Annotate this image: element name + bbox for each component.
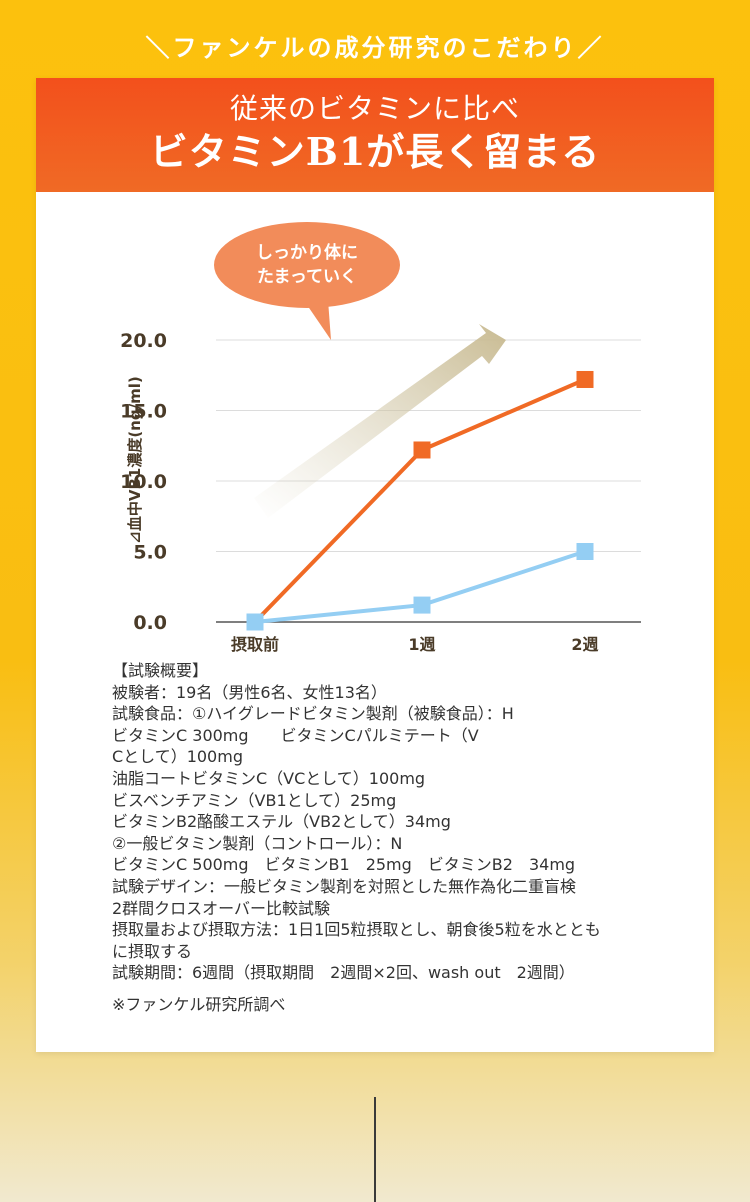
callout-bubble: しっかり体に たまっていく	[214, 222, 400, 308]
y-axis-label: ⊿血中VB1濃度(ng/ml)	[126, 376, 144, 543]
y-tick-label: 15.0	[120, 401, 167, 423]
headline-line1: 従来のビタミンに比べ	[229, 92, 520, 125]
source-note: ※ファンケル研究所調べ	[112, 994, 286, 1014]
data-point	[246, 613, 264, 631]
y-tick-label: 20.0	[120, 330, 167, 352]
upward-trend-arrow	[254, 324, 506, 518]
detail-line: ビタミンB2酪酸エステル（VB2として）34mg	[112, 812, 451, 832]
detail-line: 油脂コートビタミンC（VCとして）100mg	[112, 768, 426, 788]
data-point	[413, 441, 431, 459]
y-tick-label: 0.0	[133, 612, 167, 634]
x-tick-label: 2週	[571, 635, 598, 652]
detail-line: 【試験概要】	[112, 661, 209, 680]
data-point	[576, 543, 594, 560]
detail-line: 試験食品：①ハイグレードビタミン製剤（被験食品）：H	[112, 704, 514, 724]
section-heading: ＼ファンケルの成分研究のこだわり／	[145, 34, 605, 62]
detail-line: ビスベンチアミン（VB1として）25mg	[112, 790, 397, 810]
detail-line: に摂取する	[112, 941, 193, 961]
detail-line: Cとして）100mg	[112, 747, 243, 767]
detail-line: ビタミンC 300mg ビタミンCパルミテート（V	[112, 725, 479, 745]
detail-line: 2群間クロスオーバー比較試験	[112, 898, 331, 918]
detail-line: 摂取量および摂取方法：1日1回5粒摂取とし、朝食後5粒を水ととも	[112, 920, 601, 940]
y-tick-label: 5.0	[133, 542, 167, 564]
headline-line2: ビタミンB1が長く留まる	[149, 129, 601, 174]
detail-line: 試験デザイン：一般ビタミン製剤を対照とした無作為化二重盲検	[112, 876, 577, 896]
data-point	[413, 596, 431, 614]
callout-line2: たまっていく	[257, 267, 357, 287]
callout-line1: しっかり体に	[256, 243, 358, 263]
series-line-1	[253, 377, 586, 624]
x-tick-label: 1週	[408, 635, 435, 652]
y-tick-label: 10.0	[120, 471, 167, 493]
detail-line: 被験者：19名（男性6名、女性13名）	[112, 682, 387, 702]
test-details: 【試験概要】被験者：19名（男性6名、女性13名） 試験食品：①ハイグレードビタミ…	[112, 660, 672, 1016]
x-tick-label: 摂取前	[231, 635, 279, 652]
detail-line: ビタミンC 500mg ビタミンB1 25mg ビタミンB2 34mg	[112, 855, 576, 875]
detail-line: ②一般ビタミン製剤（コントロール）：N	[112, 833, 403, 853]
detail-line: 試験期間：6週間（摂取期間 2週間×2回、wash out 2週間）	[112, 963, 575, 983]
card-header: 従来のビタミンに比べ ビタミンB1が長く留まる	[36, 78, 714, 192]
divider-line	[374, 1097, 376, 1202]
data-point	[576, 370, 594, 388]
